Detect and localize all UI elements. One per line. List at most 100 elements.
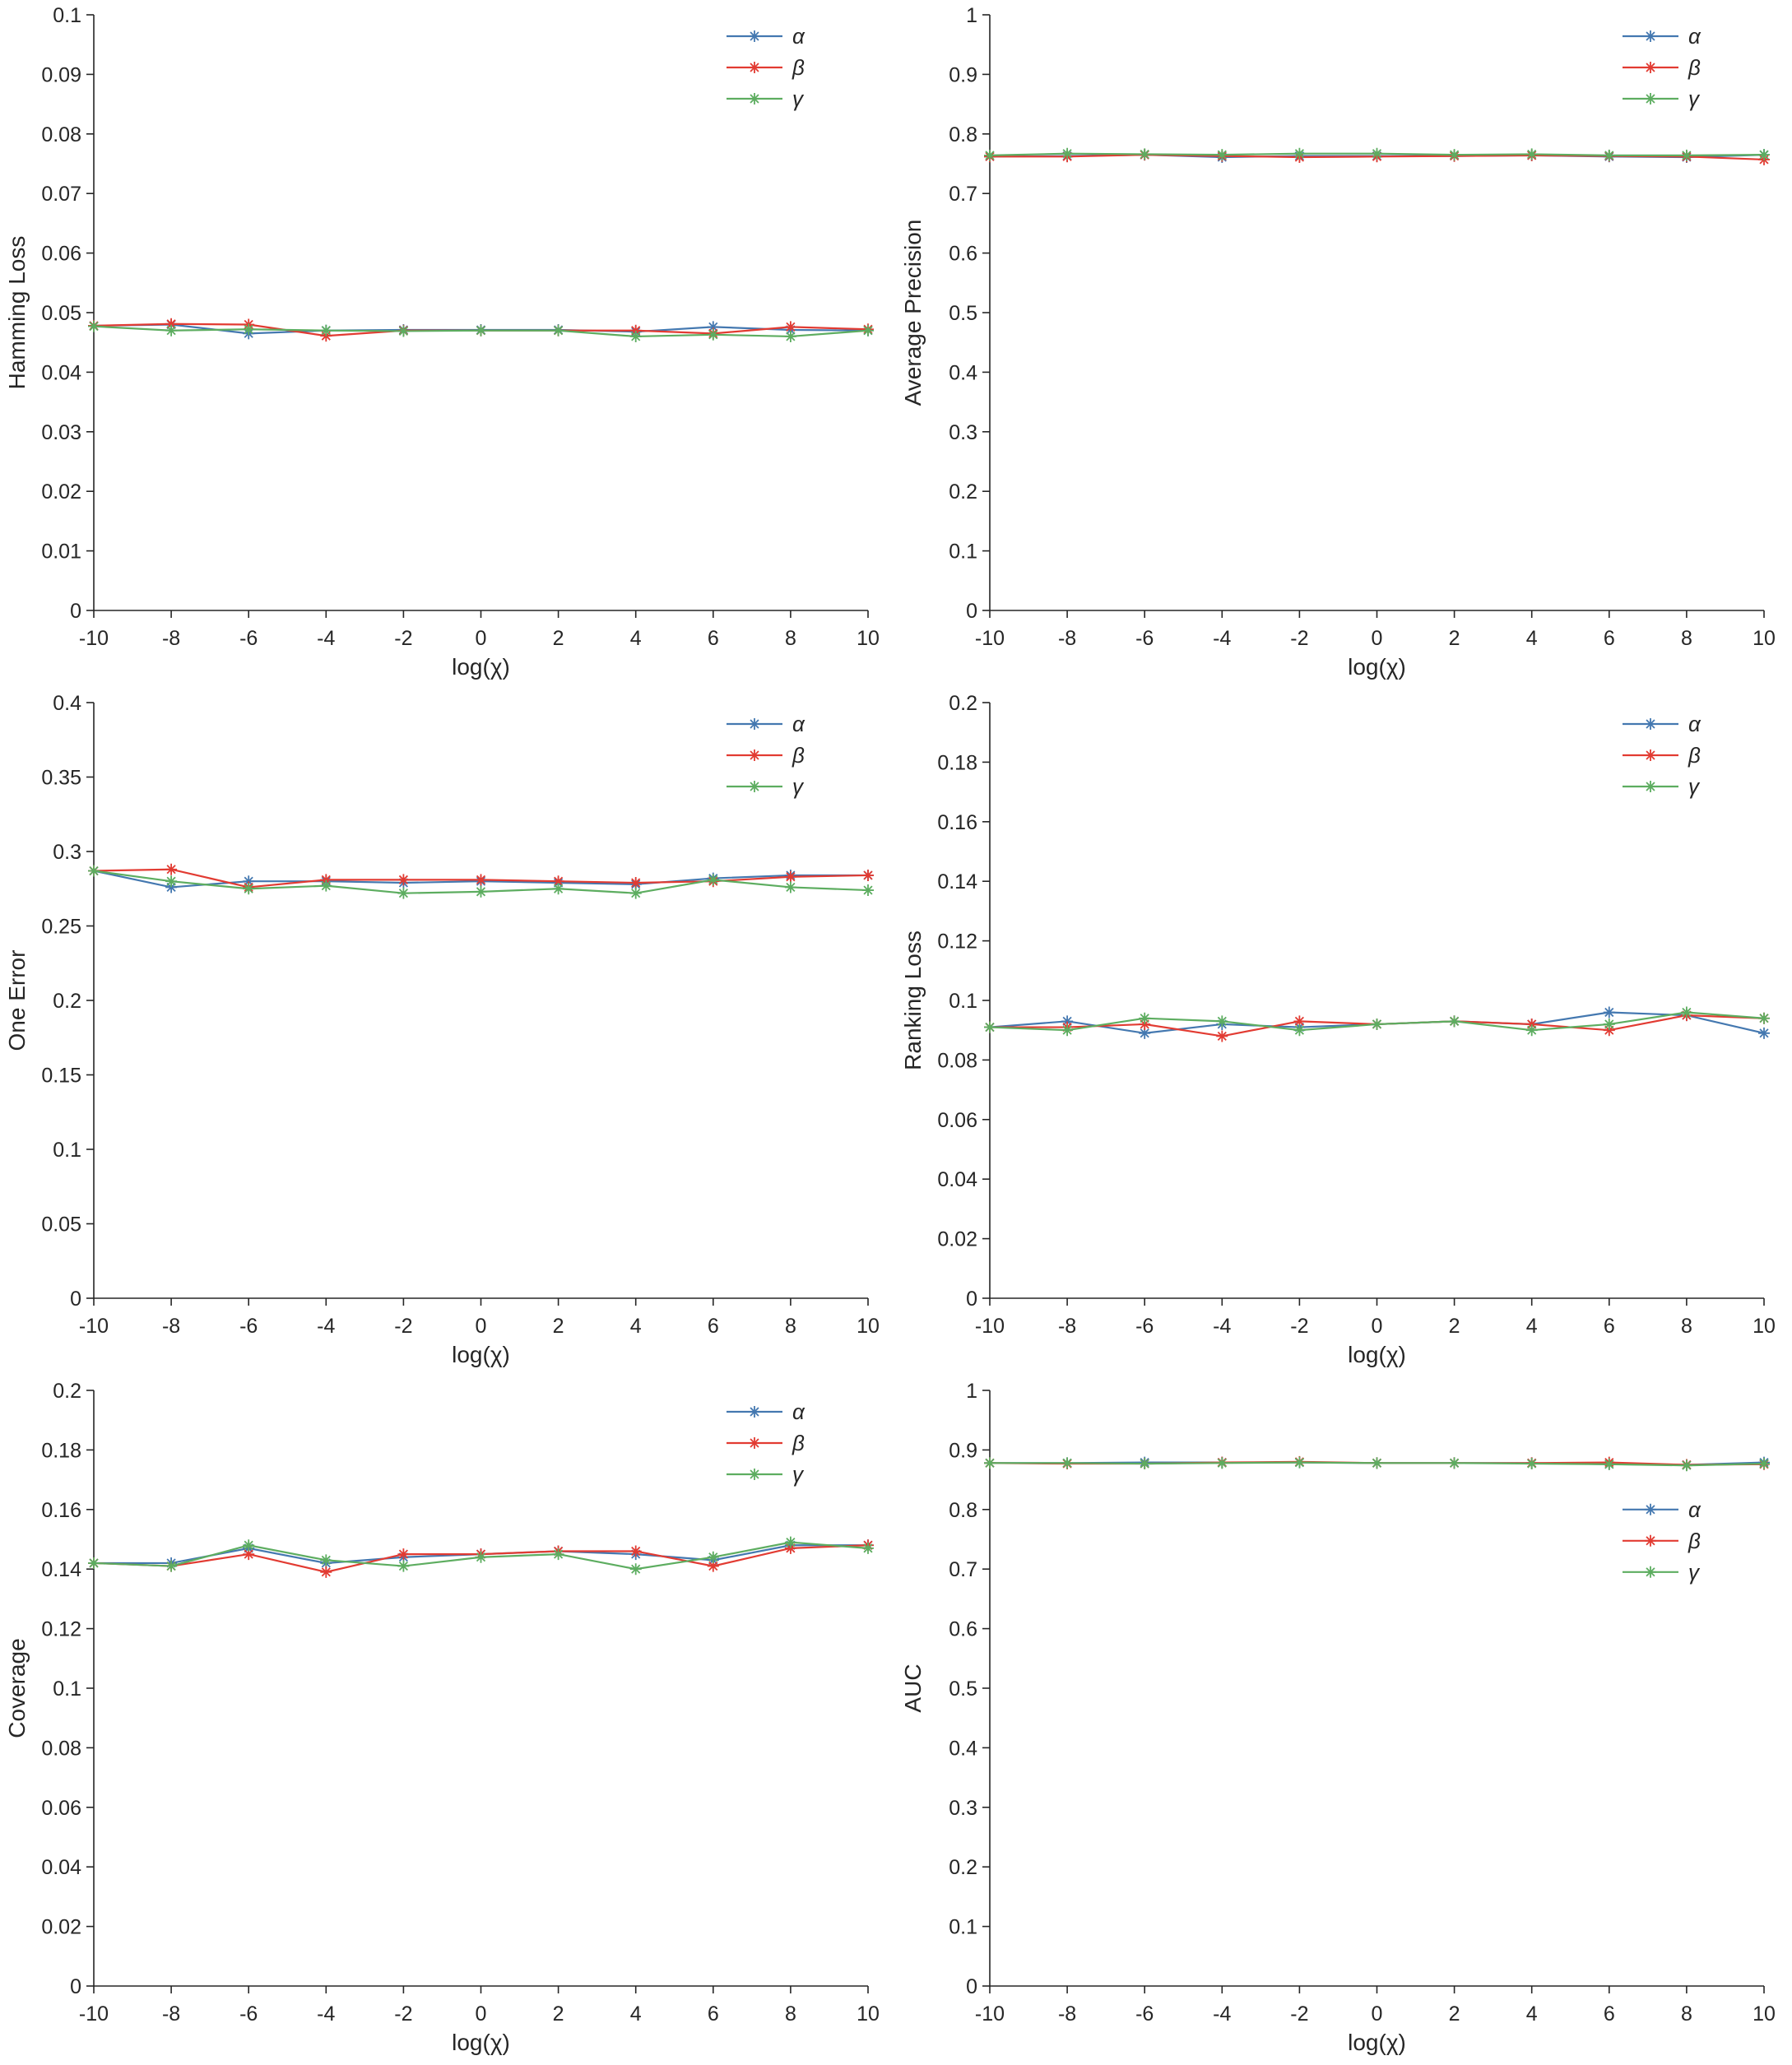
y-tick-label: 0.06 (41, 243, 81, 266)
legend-label: β (792, 55, 805, 80)
y-tick-label: 0.8 (949, 1499, 977, 1522)
legend-label: α (1688, 24, 1701, 49)
x-tick-label: 0 (476, 2002, 487, 2026)
data-marker (552, 324, 564, 336)
x-axis-label: log(χ) (452, 1342, 510, 1367)
data-marker (1293, 147, 1306, 160)
y-tick-label: 0.1 (949, 1916, 977, 1939)
data-marker (1216, 1030, 1228, 1042)
data-marker (1680, 149, 1692, 161)
y-tick-label: 0.2 (949, 692, 977, 715)
data-marker (243, 875, 255, 888)
y-tick-label: 0.04 (937, 1168, 977, 1191)
y-tick-label: 0 (70, 600, 81, 623)
y-tick-label: 0 (966, 600, 977, 623)
legend-label: γ (792, 1462, 805, 1487)
data-marker (397, 874, 410, 886)
x-tick-label: -10 (975, 1315, 1005, 1338)
data-marker (1216, 1457, 1228, 1469)
y-tick-label: 0.3 (53, 841, 81, 864)
data-marker (243, 1539, 255, 1552)
x-tick-label: -6 (1135, 627, 1154, 650)
x-axis-label: log(χ) (452, 2030, 510, 2055)
data-marker (165, 875, 178, 888)
data-marker (475, 885, 487, 898)
data-marker (784, 1536, 796, 1548)
data-marker (320, 1566, 332, 1578)
legend-label: γ (792, 86, 805, 111)
data-marker (749, 781, 760, 792)
data-marker (707, 1560, 719, 1572)
y-tick-label: 0.35 (41, 767, 81, 790)
data-marker (1525, 1024, 1538, 1037)
y-tick-label: 0.16 (41, 1499, 81, 1522)
y-tick-label: 0.3 (949, 1797, 977, 1820)
x-tick-label: -2 (1290, 2002, 1308, 2026)
data-marker (1061, 147, 1074, 160)
y-tick-label: 0.01 (41, 541, 81, 564)
data-marker (749, 749, 760, 761)
y-tick-label: 0.04 (41, 1856, 81, 1879)
x-tick-label: 10 (1753, 1315, 1776, 1338)
x-tick-label: 8 (1681, 2002, 1692, 2026)
legend-label: α (1688, 712, 1701, 736)
y-tick-label: 0.1 (53, 1139, 81, 1162)
data-marker (749, 30, 760, 42)
data-marker (984, 1457, 996, 1469)
x-tick-label: 8 (785, 1315, 796, 1338)
x-tick-label: 6 (1604, 2002, 1615, 2026)
data-marker (1525, 1018, 1538, 1030)
y-tick-label: 0.4 (53, 692, 81, 715)
x-tick-label: -2 (1290, 627, 1308, 650)
y-axis-label: Coverage (4, 1638, 30, 1738)
data-marker (320, 324, 332, 336)
x-tick-label: 2 (553, 1315, 564, 1338)
y-tick-label: 0.4 (949, 361, 977, 384)
data-marker (629, 1563, 642, 1575)
data-marker (1645, 1503, 1656, 1515)
data-marker (1758, 149, 1770, 161)
x-tick-label: -10 (975, 2002, 1005, 2026)
data-marker (165, 324, 178, 336)
x-tick-label: 0 (1372, 2002, 1383, 2026)
y-axis-label: AUC (900, 1664, 926, 1712)
data-marker (1603, 149, 1615, 161)
x-tick-label: 2 (1449, 627, 1460, 650)
y-tick-label: 0 (70, 1288, 81, 1311)
x-tick-label: -8 (162, 1315, 180, 1338)
y-tick-label: 0.5 (949, 1678, 977, 1701)
data-marker (552, 1548, 564, 1561)
chart-svg: -10 -8 -6 -4 -2 0 2 4 6 8 10 0 0.05 0.1 0.15 0.2 0.25 0.3… (4, 692, 880, 1367)
y-tick-label: 0.5 (949, 302, 977, 325)
y-tick-label: 0.25 (41, 916, 81, 939)
chart-coverage: -10 -8 -6 -4 -2 0 2 4 6 8 10 0 0.02 0.04 0.06 0.08 0.1 0.… (0, 1376, 896, 2063)
y-axis-label: One Error (4, 950, 30, 1051)
y-tick-label: 0.02 (937, 1228, 977, 1251)
y-tick-label: 1 (966, 1380, 977, 1403)
y-tick-label: 0.3 (949, 421, 977, 444)
y-tick-label: 0.07 (41, 183, 81, 206)
data-marker (784, 881, 796, 893)
y-tick-label: 0 (70, 1975, 81, 1998)
y-tick-label: 0.05 (41, 302, 81, 325)
x-tick-label: 6 (1604, 627, 1615, 650)
data-marker (629, 877, 642, 889)
data-marker (1603, 1024, 1615, 1037)
chart-ranking-loss: -10 -8 -6 -4 -2 0 2 4 6 8 10 0 0.02 0.04 0.06 0.08 0.1 0.… (896, 688, 1792, 1376)
data-marker (749, 62, 760, 73)
data-marker (475, 324, 487, 336)
data-marker (749, 1469, 760, 1480)
y-tick-label: 0.1 (53, 1678, 81, 1701)
x-tick-label: 8 (785, 2002, 796, 2026)
data-marker (1645, 62, 1656, 73)
y-tick-label: 0.08 (41, 1737, 81, 1760)
x-tick-label: -8 (162, 627, 180, 650)
data-marker (1645, 1566, 1656, 1578)
axes-spines (93, 1390, 868, 1987)
y-tick-label: 0.18 (937, 751, 977, 774)
y-tick-label: 0.06 (937, 1109, 977, 1132)
data-marker (1525, 148, 1538, 160)
y-tick-label: 0.12 (41, 1618, 81, 1641)
legend-label: β (1688, 743, 1701, 768)
